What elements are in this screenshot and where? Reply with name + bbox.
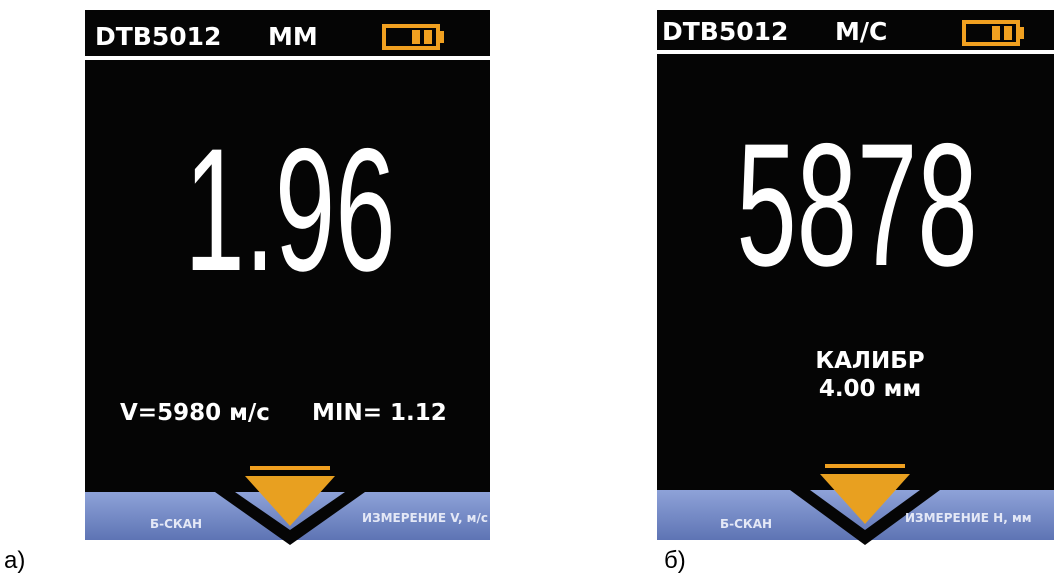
battery-icon [382,24,444,50]
calibration: 4.00 мм [819,376,921,402]
screen-a: DTB5012 ММ 1.96 V=5980 м/с MIN= 1.12 Б-С… [85,10,490,545]
display [85,10,490,540]
reading: 5878 [736,106,977,302]
mode: КАЛИБР [815,348,924,374]
unit: ММ [268,22,318,51]
caption: а) [4,547,25,574]
header-line [657,50,1054,54]
caption: б) [664,547,686,574]
marker-line [825,464,905,468]
marker-triangle [820,474,910,524]
unit: М/С [835,17,887,46]
marker-line [250,466,330,470]
header-line [85,56,490,60]
model: DTB5012 [95,22,221,51]
softkey-right[interactable]: ИЗМЕРЕНИЕ Н, мм [905,511,1032,525]
softkey-left[interactable]: Б-СКАН [150,517,202,531]
softkey-left[interactable]: Б-СКАН [720,517,772,531]
chevron [790,490,940,545]
chevron [215,492,365,545]
softkey-right[interactable]: ИЗМЕРЕНИЕ V, м/с [362,511,488,525]
reading: 1.96 [184,111,395,307]
minimum: MIN= 1.12 [312,400,447,426]
battery-icon [962,20,1024,46]
velocity: V=5980 м/с [120,400,270,426]
screen-b: DTB5012 М/С 5878 КАЛИБР 4.00 мм Б-СКАН И… [657,10,1054,545]
marker-triangle [245,476,335,526]
model: DTB5012 [662,17,788,46]
display [657,10,1054,540]
